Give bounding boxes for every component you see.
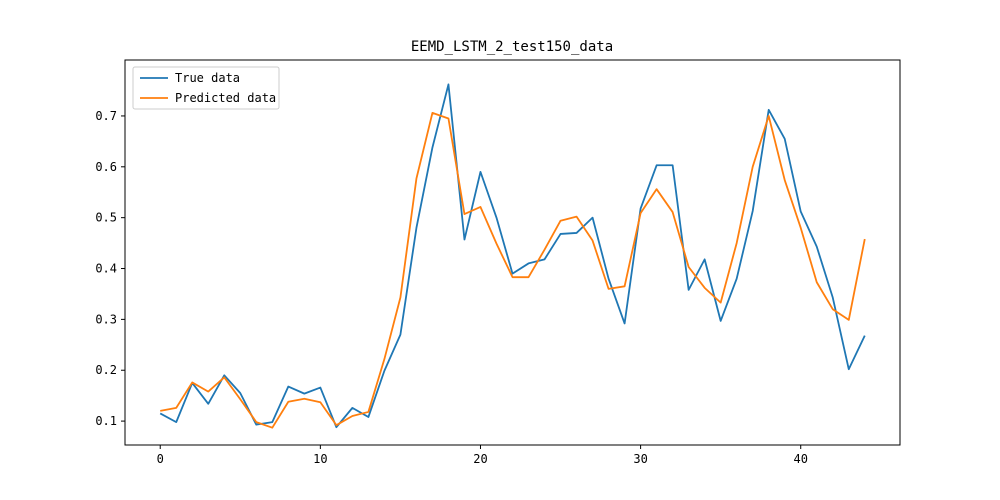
x-tick-label: 10: [313, 452, 327, 466]
x-tick-label: 20: [473, 452, 487, 466]
y-tick-label: 0.6: [95, 160, 117, 174]
y-tick-label: 0.2: [95, 363, 117, 377]
series-group: [159, 83, 866, 429]
legend-box: [132, 66, 280, 110]
series-line-true-data: [159, 83, 866, 429]
series-line-predicted-data: [160, 111, 866, 429]
y-tick-label: 0.4: [95, 262, 117, 276]
y-tick-label: 0.7: [95, 109, 117, 123]
y-tick-label: 0.1: [95, 414, 117, 428]
x-tick-label: 30: [633, 452, 647, 466]
y-tick-label: 0.3: [95, 312, 117, 326]
x-tick-label: 40: [793, 452, 807, 466]
axes: 0 10 20 30 40 0.1 0.2 0.3 0.4 0.5 0.6 0.7: [95, 109, 808, 466]
x-tick-label: 0: [157, 452, 164, 466]
chart-title: EEMD_LSTM_2_test150_data: [411, 39, 613, 55]
legend: True data Predicted data: [132, 66, 280, 110]
y-tick-label: 0.5: [95, 211, 117, 225]
plot-frame: [124, 59, 901, 446]
legend-label: True data: [175, 71, 240, 85]
legend-label: Predicted data: [175, 91, 276, 105]
